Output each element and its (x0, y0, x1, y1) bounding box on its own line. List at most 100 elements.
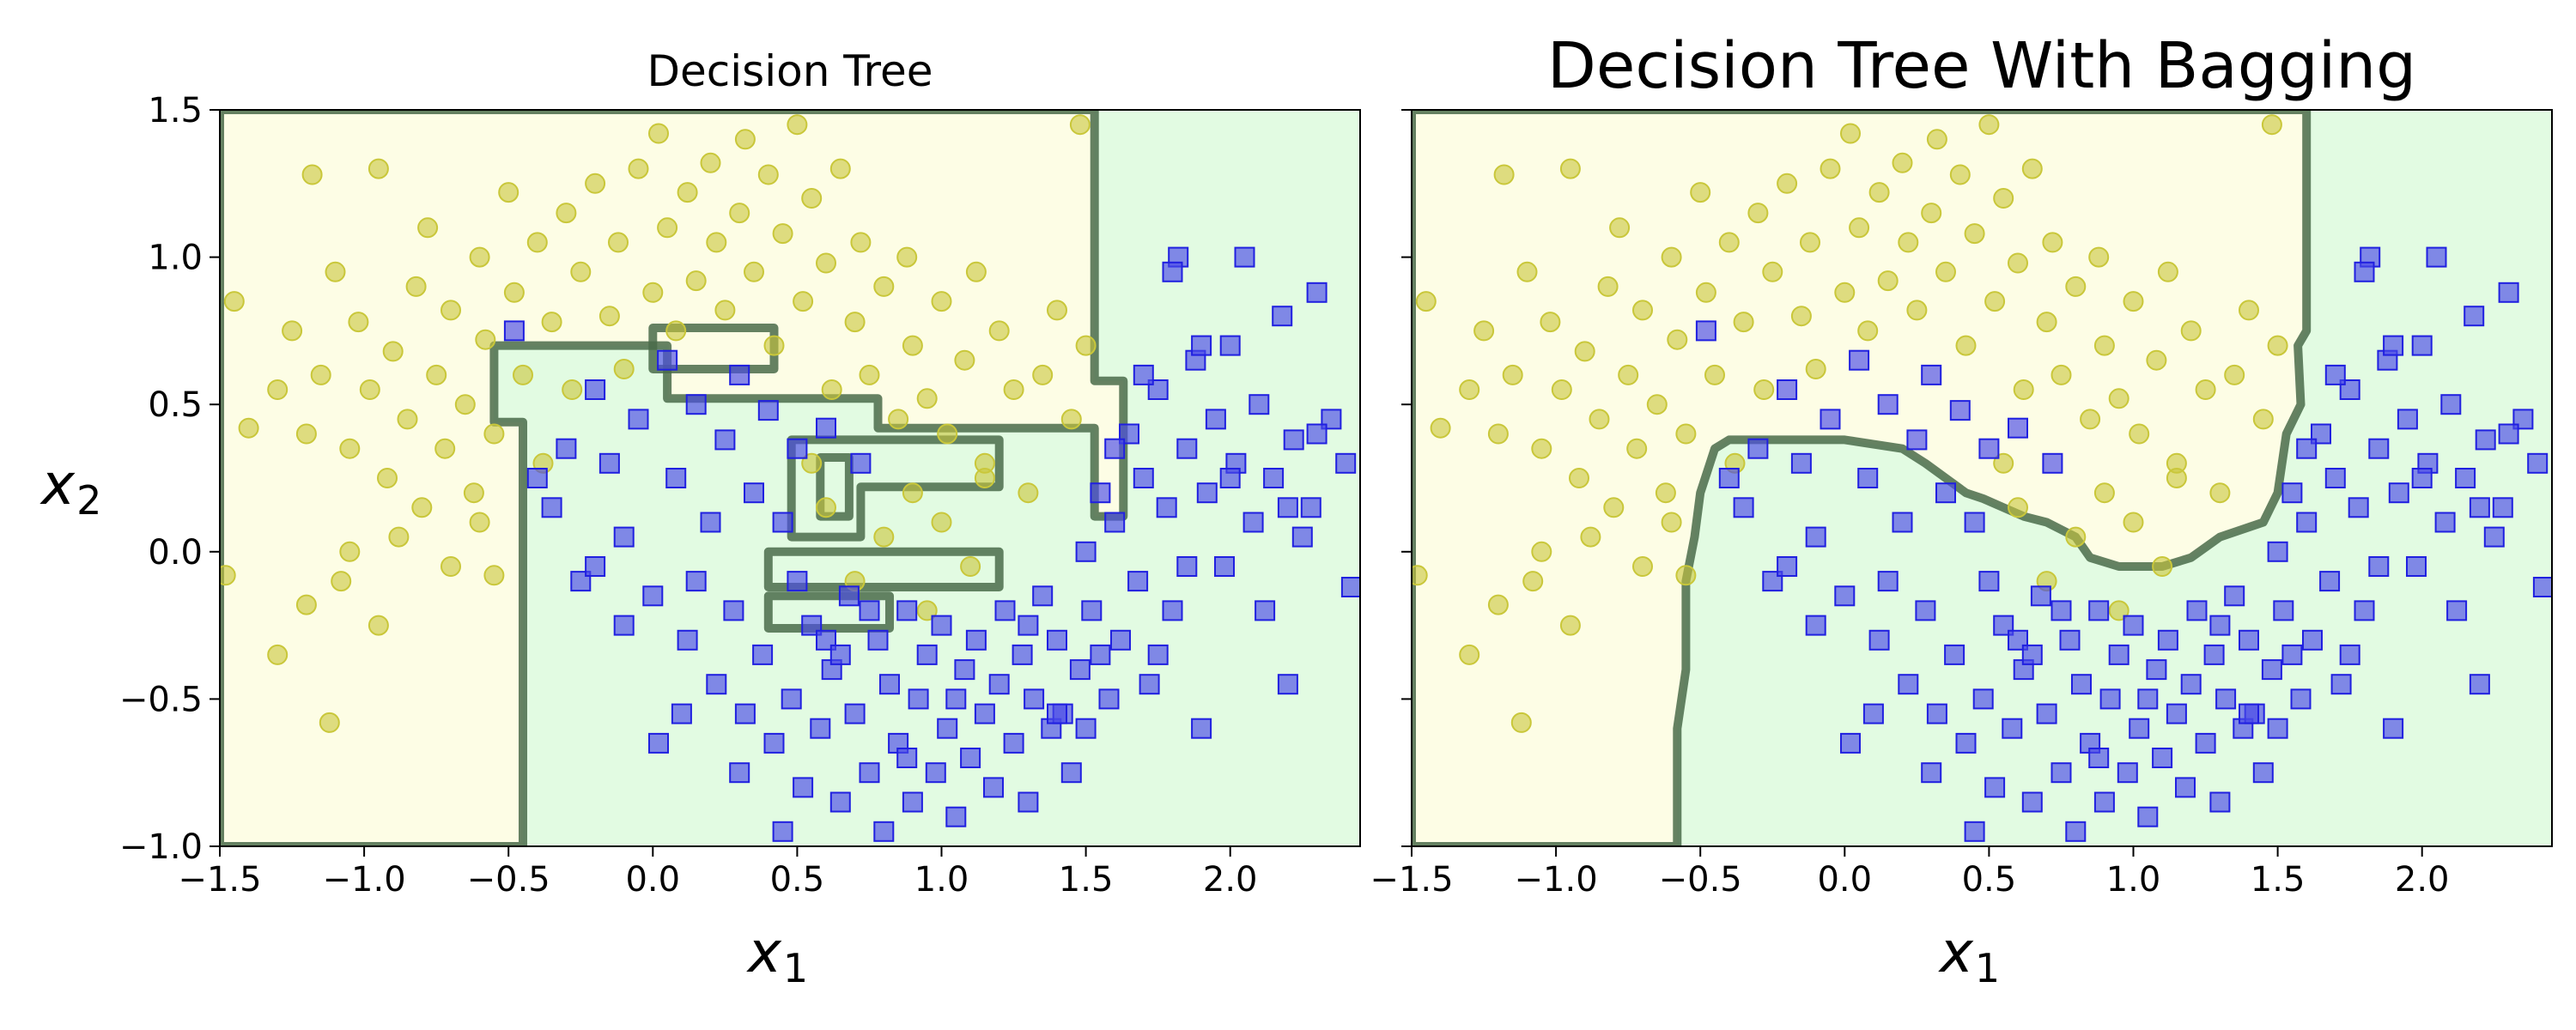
point-class1 (2296, 512, 2318, 533)
point-class0 (1551, 379, 1572, 400)
point-class0 (2065, 276, 2087, 297)
point-class0 (348, 312, 369, 333)
point-class1 (2411, 335, 2433, 356)
point-class1 (859, 762, 880, 784)
point-class1 (2209, 791, 2231, 813)
point-class0 (526, 232, 548, 253)
point-class1 (1935, 482, 1956, 504)
point-class1 (1263, 468, 1285, 488)
point-class0 (1003, 379, 1024, 400)
point-class1 (2469, 674, 2490, 695)
point-class1 (628, 409, 649, 430)
point-class1 (1018, 615, 1039, 636)
chart-decision-tree: −1.5 −1.0 −0.5 0.0 0.5 1.0 1.5 2.0−1.0−0.50.00.… (39, 46, 1361, 991)
point-class0 (772, 223, 793, 245)
point-class1 (1972, 688, 1994, 710)
point-class1 (974, 703, 995, 724)
point-class1 (908, 688, 929, 710)
point-class1 (1242, 512, 1264, 533)
point-class1 (1906, 429, 1928, 451)
point-class0 (902, 335, 923, 356)
point-class0 (1868, 182, 1890, 203)
point-class0 (1569, 468, 1589, 488)
point-class1 (2117, 762, 2138, 784)
point-class0 (1459, 379, 1480, 400)
point-class1 (2368, 438, 2390, 459)
point-class0 (816, 497, 836, 518)
point-class1 (1306, 423, 1327, 445)
point-class0 (2050, 364, 2072, 385)
point-class1 (2239, 703, 2259, 724)
point-class0 (440, 556, 461, 577)
x-tick-label: 0.5 (1962, 860, 2017, 900)
point-class0 (729, 203, 750, 224)
x-tick-label: −0.5 (1659, 860, 1742, 900)
y-tick-label: 1.5 (148, 91, 203, 130)
point-class1 (1196, 482, 1218, 504)
y-tick-label: 0.0 (148, 533, 203, 573)
point-class0 (1060, 409, 1082, 430)
point-class1 (1012, 644, 1033, 665)
point-class0 (2252, 409, 2274, 430)
point-class1 (945, 688, 967, 710)
point-class1 (665, 468, 687, 488)
point-class1 (2324, 468, 2346, 488)
point-class0 (1626, 438, 1648, 459)
point-class0 (821, 379, 842, 400)
point-class0 (2093, 482, 2115, 504)
point-class0 (2008, 252, 2028, 274)
point-class0 (454, 394, 476, 415)
point-class1 (2273, 600, 2294, 621)
point-class0 (734, 129, 756, 150)
point-class1 (2157, 629, 2178, 651)
point-class1 (1205, 409, 1226, 430)
point-class0 (1618, 364, 1639, 385)
point-class1 (2071, 674, 2092, 695)
point-class1 (1003, 732, 1024, 754)
point-class1 (1090, 644, 1111, 665)
point-class1 (1277, 674, 1298, 695)
point-class1 (916, 644, 938, 665)
point-class0 (331, 571, 352, 592)
point-class1 (1191, 335, 1212, 356)
point-class0 (1473, 320, 1495, 342)
point-class1 (787, 571, 808, 592)
point-class1 (2324, 364, 2346, 385)
point-class0 (368, 615, 389, 636)
point-class1 (2464, 306, 2485, 327)
point-class0 (873, 526, 895, 548)
point-class1 (613, 526, 635, 548)
point-class1 (657, 349, 678, 371)
point-class1 (757, 400, 779, 421)
point-class1 (787, 438, 808, 459)
point-class0 (700, 152, 721, 173)
point-class1 (714, 429, 736, 451)
point-class0 (295, 423, 317, 445)
plot-area (1412, 110, 2552, 846)
point-class0 (1898, 232, 1919, 253)
point-class0 (1597, 276, 1619, 297)
point-class1 (1898, 674, 1919, 695)
point-class1 (2195, 732, 2216, 754)
point-class1 (1018, 791, 1039, 813)
point-class0 (1777, 173, 1798, 194)
point-class1 (937, 718, 958, 739)
point-class1 (844, 703, 866, 724)
point-class0 (469, 246, 490, 268)
point-class0 (2157, 261, 2178, 282)
point-class1 (2239, 629, 2259, 651)
point-class0 (1415, 291, 1437, 312)
point-class0 (339, 541, 361, 562)
point-class0 (2209, 482, 2231, 504)
point-class1 (2406, 556, 2427, 577)
x-tick-label: −1.5 (1370, 860, 1453, 900)
point-class1 (2267, 718, 2288, 739)
point-class0 (585, 173, 606, 194)
point-class1 (2354, 600, 2375, 621)
point-class0 (469, 512, 490, 533)
point-class1 (1733, 497, 1754, 518)
decision-boundary-pocket (816, 453, 854, 521)
point-class1 (960, 748, 981, 768)
point-class0 (763, 335, 785, 356)
point-class1 (685, 571, 707, 592)
